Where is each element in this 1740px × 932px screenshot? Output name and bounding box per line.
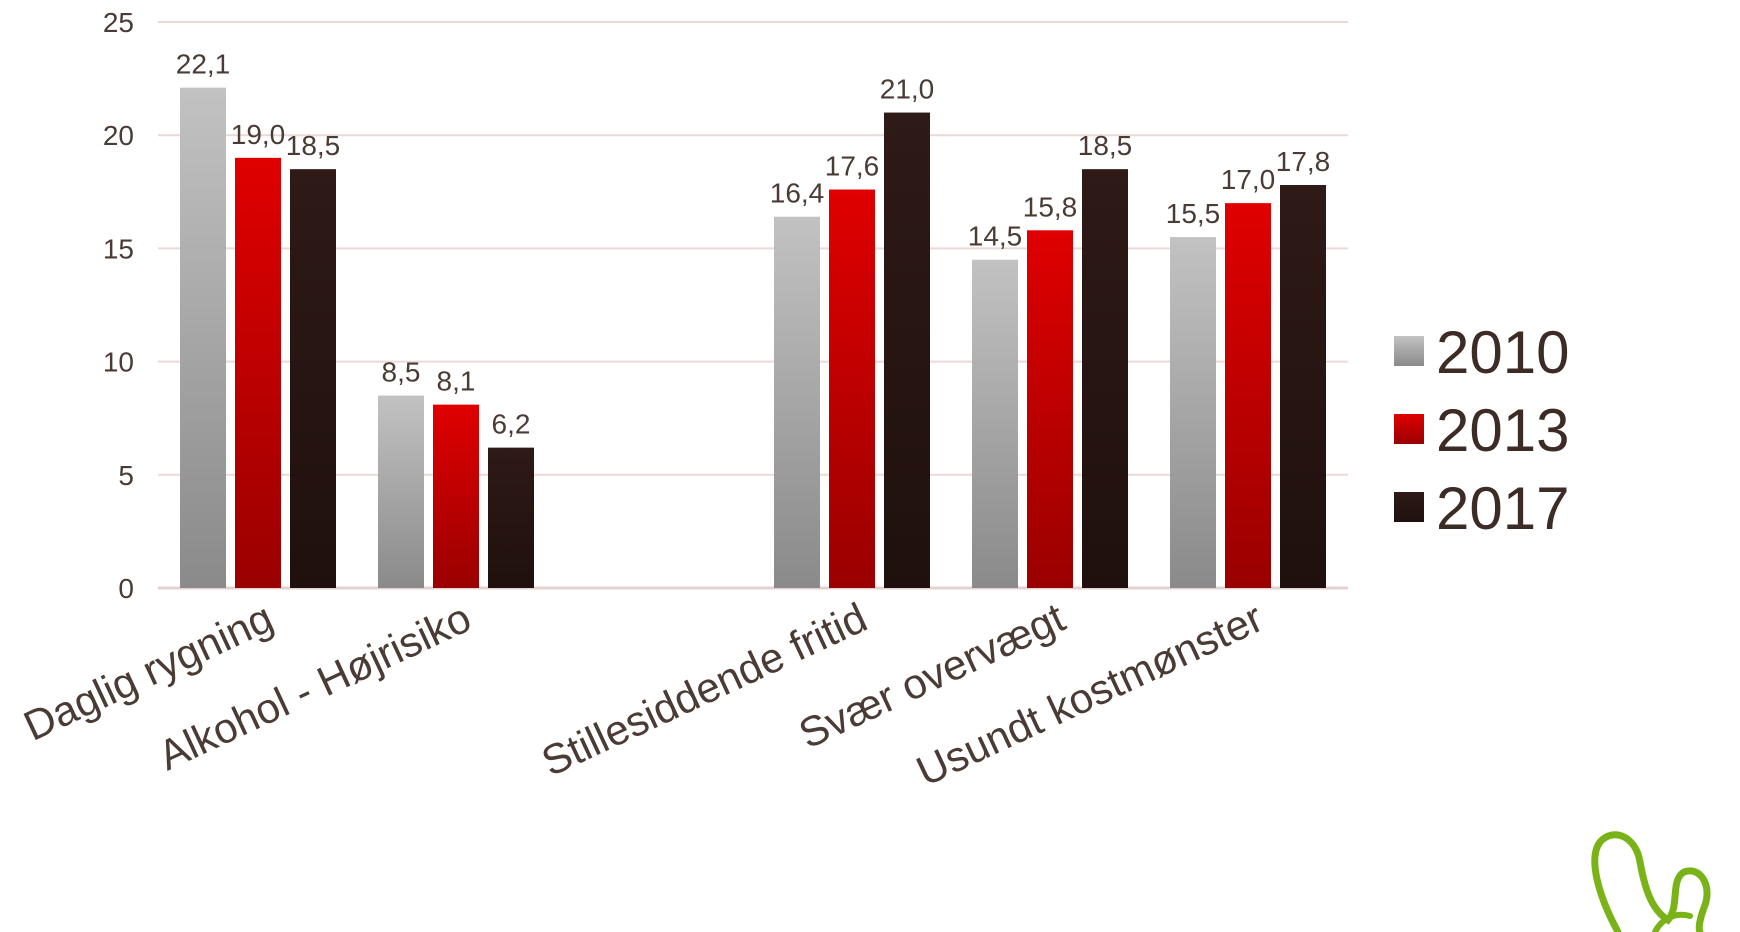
data-label-stillesiddende-fritid-2013: 17,6: [825, 151, 880, 182]
data-label-usundt-kostm-nster-2010: 15,5: [1166, 198, 1221, 229]
legend-swatch-2010: [1394, 336, 1424, 366]
bar-sv-r-overv-gt-2013: [1027, 230, 1073, 588]
legend-label-2017: 2017: [1436, 475, 1569, 542]
bars: [180, 87, 1326, 589]
bar-alkohol-h-jrisiko-2017: [488, 447, 534, 588]
bar-daglig-rygning-2010: [180, 87, 226, 588]
data-labels: 22,119,0 18,58,5 8,16,216,417,621,014,515,…: [176, 49, 1331, 440]
y-tick-label-5: 5: [118, 460, 134, 491]
bar-usundt-kostm-nster-2010: [1170, 237, 1216, 588]
category-label-usundt-kostm-nster: Usundt kostmønster: [909, 594, 1269, 795]
legend-label-2013: 2013: [1436, 397, 1569, 464]
y-tick-label-15: 15: [103, 233, 134, 264]
data-label-daglig-rygning-2017: 18,5: [286, 130, 341, 161]
data-label-daglig-rygning-2013: 19,0: [231, 119, 286, 150]
data-label-alkohol-h-jrisiko-2010: 8,5: [382, 357, 421, 388]
gridlines: [158, 21, 1348, 590]
bar-sv-r-overv-gt-2010: [972, 259, 1018, 588]
y-tick-label-0: 0: [118, 573, 134, 604]
bar-alkohol-h-jrisiko-2013: [433, 404, 479, 588]
bar-stillesiddende-fritid-2010: [774, 216, 820, 589]
bar-daglig-rygning-2013: [235, 157, 281, 588]
data-label-alkohol-h-jrisiko-2017: 6,2: [492, 409, 531, 440]
data-label-daglig-rygning-2010: 22,1: [176, 49, 231, 80]
legend: 2010 2013 2017: [1394, 319, 1569, 542]
y-tick-label-10: 10: [103, 347, 134, 378]
y-tick-label-20: 20: [103, 120, 134, 151]
data-label-stillesiddende-fritid-2010: 16,4: [770, 178, 825, 209]
category-label-stillesiddende-fritid: Stillesiddende fritid: [534, 594, 873, 786]
y-tick-label-25: 25: [103, 7, 134, 38]
legend-swatch-2017: [1394, 492, 1424, 522]
legend-swatch-2013: [1394, 414, 1424, 444]
bar-daglig-rygning-2017: [290, 169, 336, 588]
bar-sv-r-overv-gt-2017: [1082, 169, 1128, 588]
data-label-sv-r-overv-gt-2010: 14,5: [968, 221, 1023, 252]
data-label-sv-r-overv-gt-2017: 18,5: [1078, 130, 1133, 161]
data-label-alkohol-h-jrisiko-2013: 8,1: [437, 366, 476, 397]
data-label-sv-r-overv-gt-2013: 15,8: [1023, 191, 1078, 222]
data-label-usundt-kostm-nster-2013: 17,0: [1221, 164, 1276, 195]
y-axis-ticks: 0 5 10 15 20 25: [103, 7, 134, 604]
leaf-logo: [1591, 831, 1711, 932]
data-label-stillesiddende-fritid-2017: 21,0: [880, 74, 935, 105]
data-label-usundt-kostm-nster-2017: 17,8: [1276, 146, 1331, 177]
legend-label-2010: 2010: [1436, 319, 1569, 386]
bar-usundt-kostm-nster-2013: [1225, 203, 1271, 588]
bar-alkohol-h-jrisiko-2010: [378, 395, 424, 588]
bar-stillesiddende-fritid-2017: [884, 112, 930, 588]
bar-usundt-kostm-nster-2017: [1280, 185, 1326, 588]
bar-stillesiddende-fritid-2013: [829, 189, 875, 588]
